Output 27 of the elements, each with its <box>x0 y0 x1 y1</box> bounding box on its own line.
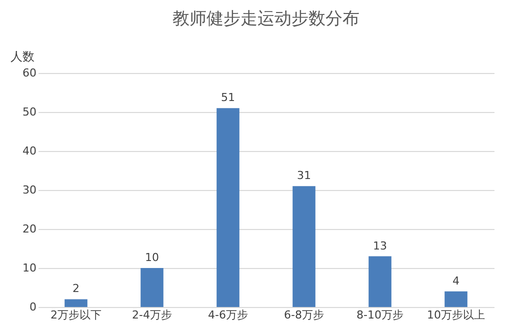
y-tick-label: 60 <box>22 66 36 80</box>
y-tick-label: 20 <box>22 222 36 236</box>
bar <box>64 299 88 307</box>
data-label: 10 <box>145 251 159 264</box>
y-tick-label: 30 <box>22 184 36 196</box>
y-tick-label: 50 <box>22 106 36 118</box>
y-tick-label: 10 <box>22 262 36 274</box>
x-tick-label: 6-8万步 <box>284 308 324 322</box>
bar <box>292 186 316 307</box>
data-label: 51 <box>221 91 235 104</box>
bar <box>140 268 164 307</box>
data-label: 31 <box>297 169 311 182</box>
x-tick-label: 8-10万步 <box>356 308 404 322</box>
y-tick-label: 40 <box>22 144 36 158</box>
x-tick-label: 2万步以下 <box>50 308 102 322</box>
bar <box>368 256 392 307</box>
bar <box>216 108 240 307</box>
y-axis-title: 人数 <box>10 50 34 64</box>
x-tick-label: 2-4万步 <box>132 308 172 322</box>
x-tick-label: 10万步以上 <box>427 308 485 322</box>
bar <box>444 291 468 307</box>
data-label: 4 <box>452 274 460 288</box>
data-label: 13 <box>373 239 387 252</box>
chart-title: 教师健步走运动步数分布 <box>172 9 360 29</box>
x-tick-label: 4-6万步 <box>208 308 248 322</box>
data-label: 2 <box>72 282 80 296</box>
y-tick-label: 0 <box>30 300 36 314</box>
